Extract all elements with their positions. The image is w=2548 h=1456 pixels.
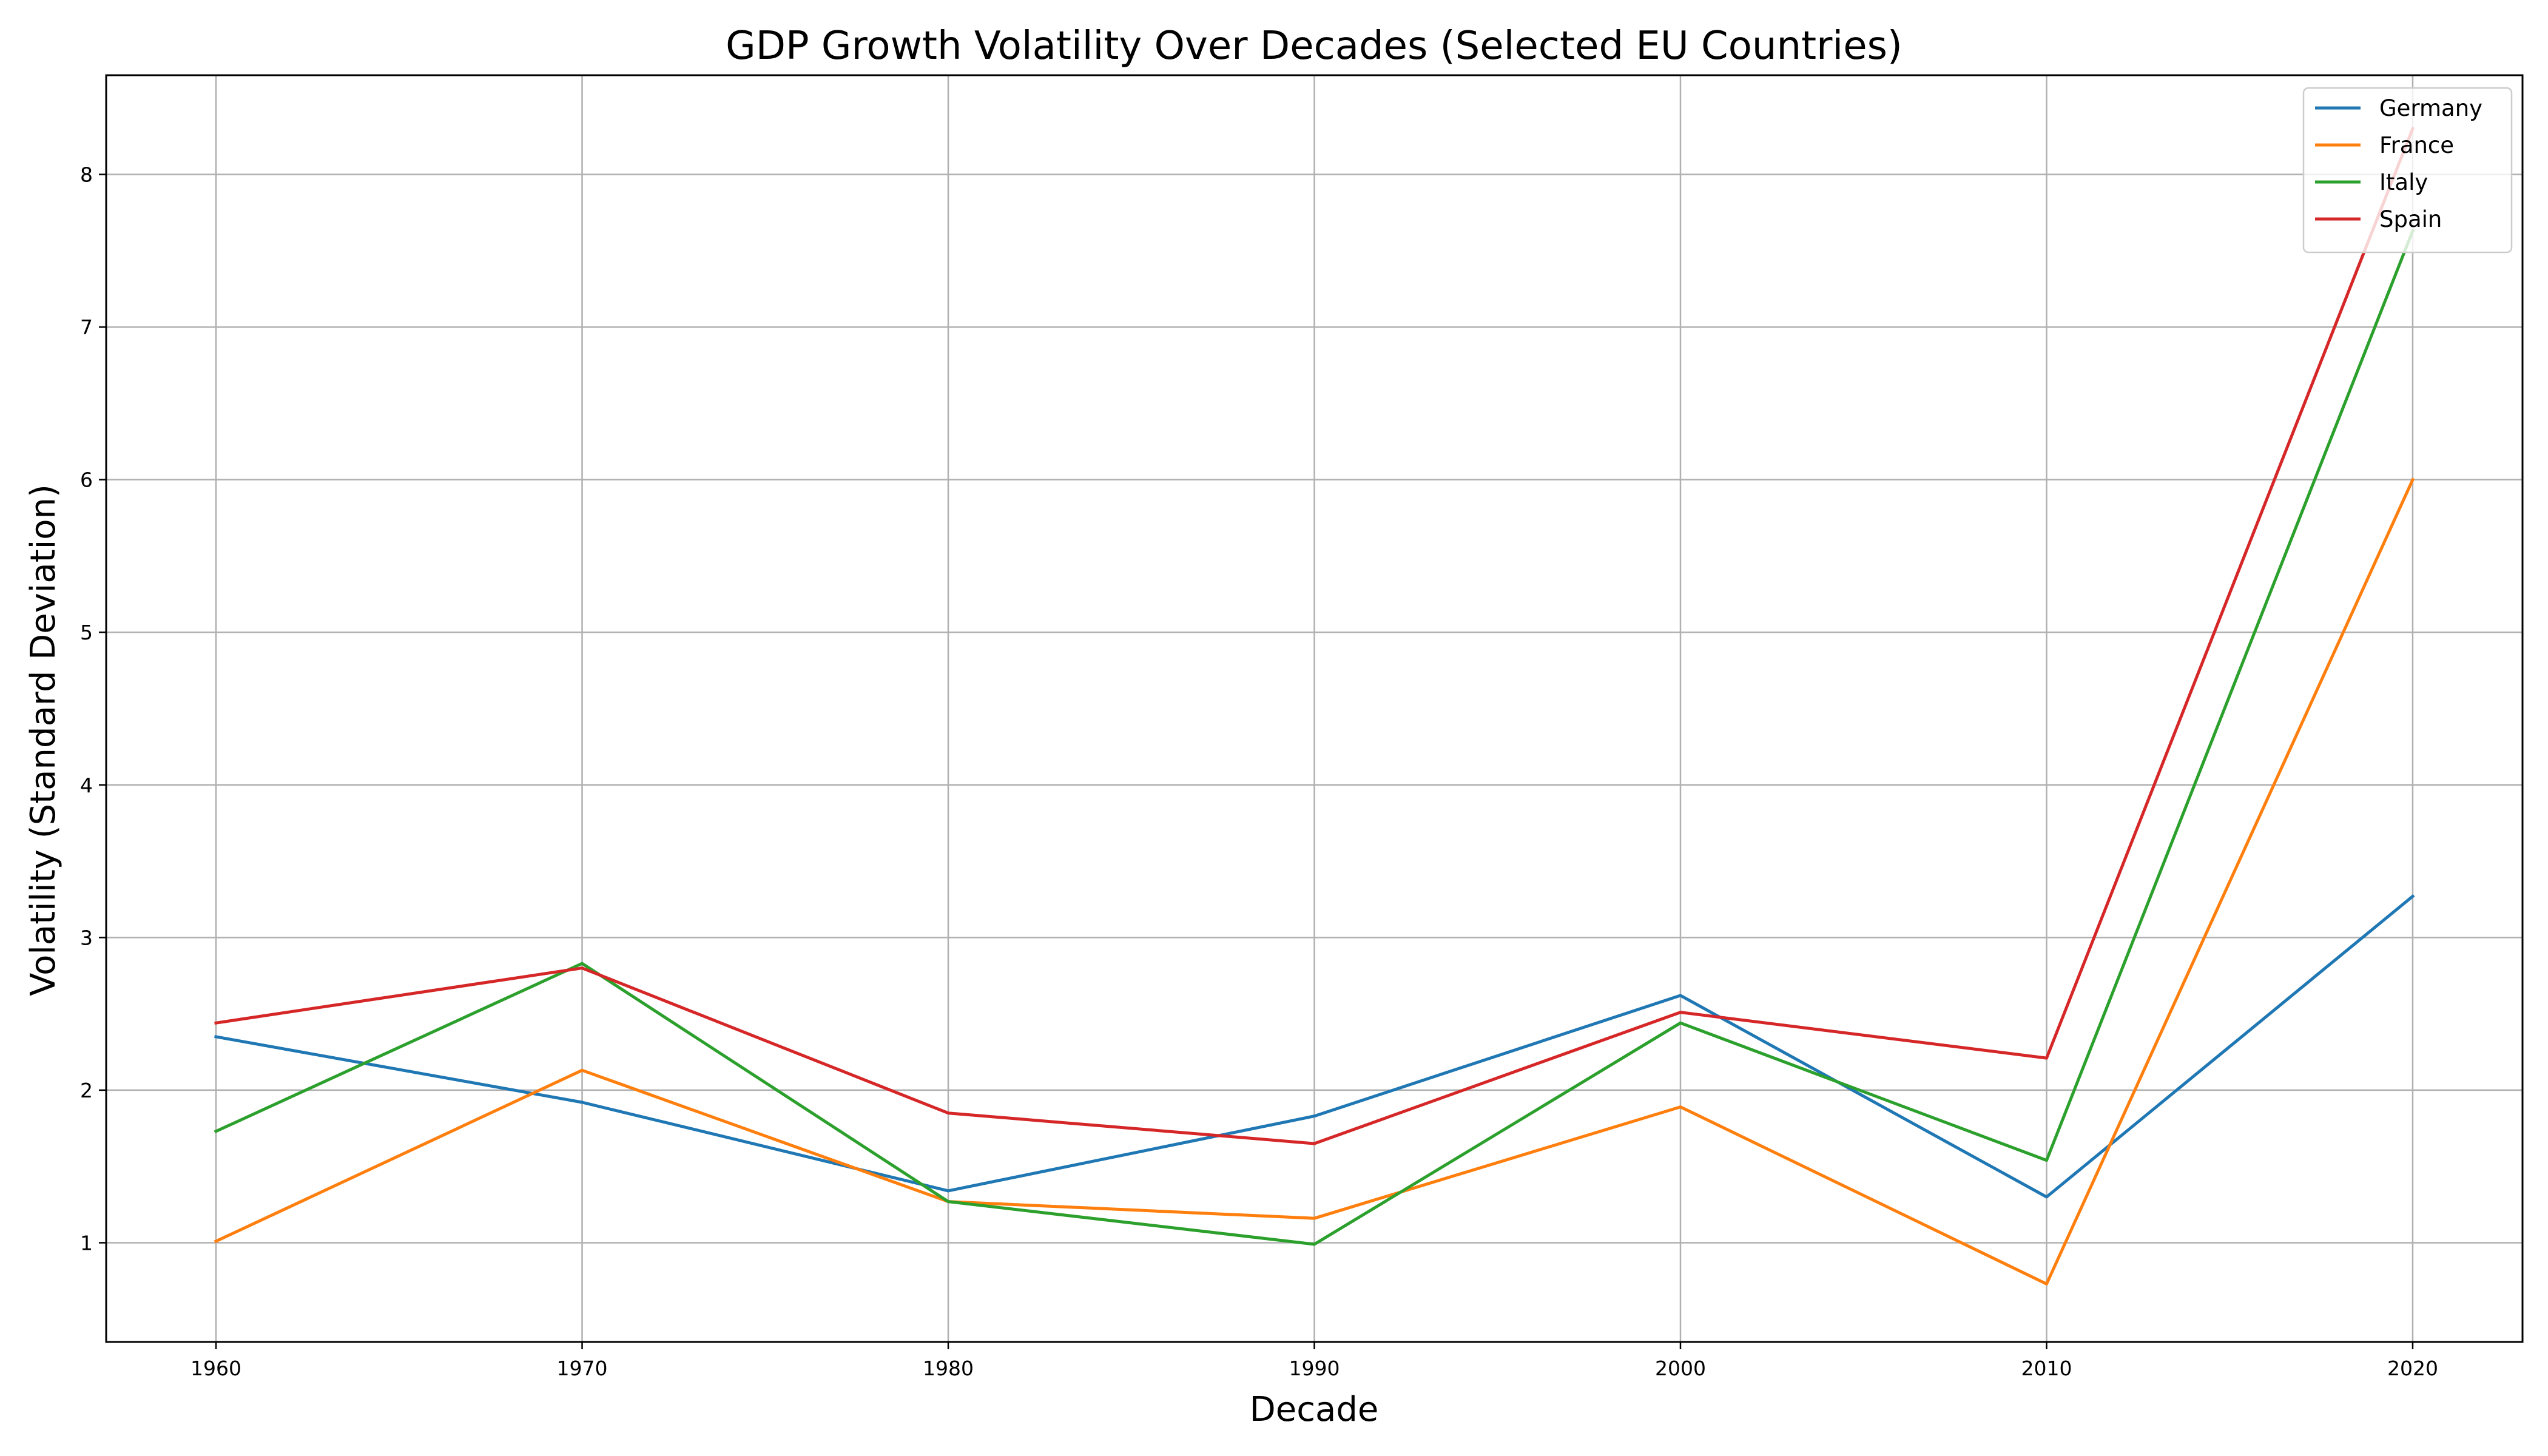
y-tick-label: 1 [80,1231,93,1255]
y-tick-label: 2 [80,1079,93,1102]
x-tick-label: 1990 [1289,1357,1340,1380]
x-tick-label: 1960 [190,1357,241,1380]
y-tick-label: 6 [80,468,93,492]
x-tick-label: 2000 [1655,1357,1706,1380]
grid [106,75,2523,1342]
series-line-germany [214,894,2415,1199]
legend-label-italy: Italy [2379,169,2428,195]
y-tick-label: 4 [80,774,93,797]
x-tick-label: 1980 [923,1357,974,1380]
legend: Germany France Italy Spain [2302,87,2513,254]
series-line-italy [214,229,2415,1246]
x-tick-label: 2010 [2021,1357,2072,1380]
legend-label-germany: Germany [2379,95,2482,121]
x-tick-label: 1970 [557,1357,608,1380]
legend-label-spain: Spain [2379,206,2442,232]
axis-ticks: 1960 1970 1980 1990 2000 2010 2020 1 2 3 4 5 6 7 8 [80,163,2438,1380]
x-axis-title: Decade [1250,1390,1379,1429]
chart-title: GDP Growth Volatility Over Decades (Sele… [726,24,1903,69]
legend-label-france: France [2379,132,2454,158]
y-tick-label: 8 [80,163,93,187]
series-line-france [214,477,2415,1286]
x-tick-label: 2020 [2387,1357,2438,1380]
y-tick-label: 7 [80,315,93,339]
series-lines [214,126,2415,1286]
legend-box [2302,87,2513,254]
y-tick-label: 3 [80,926,93,949]
series-line-spain [214,126,2415,1145]
y-axis-title: Volatility (Standard Deviation) [24,484,63,996]
y-tick-label: 5 [80,621,93,644]
